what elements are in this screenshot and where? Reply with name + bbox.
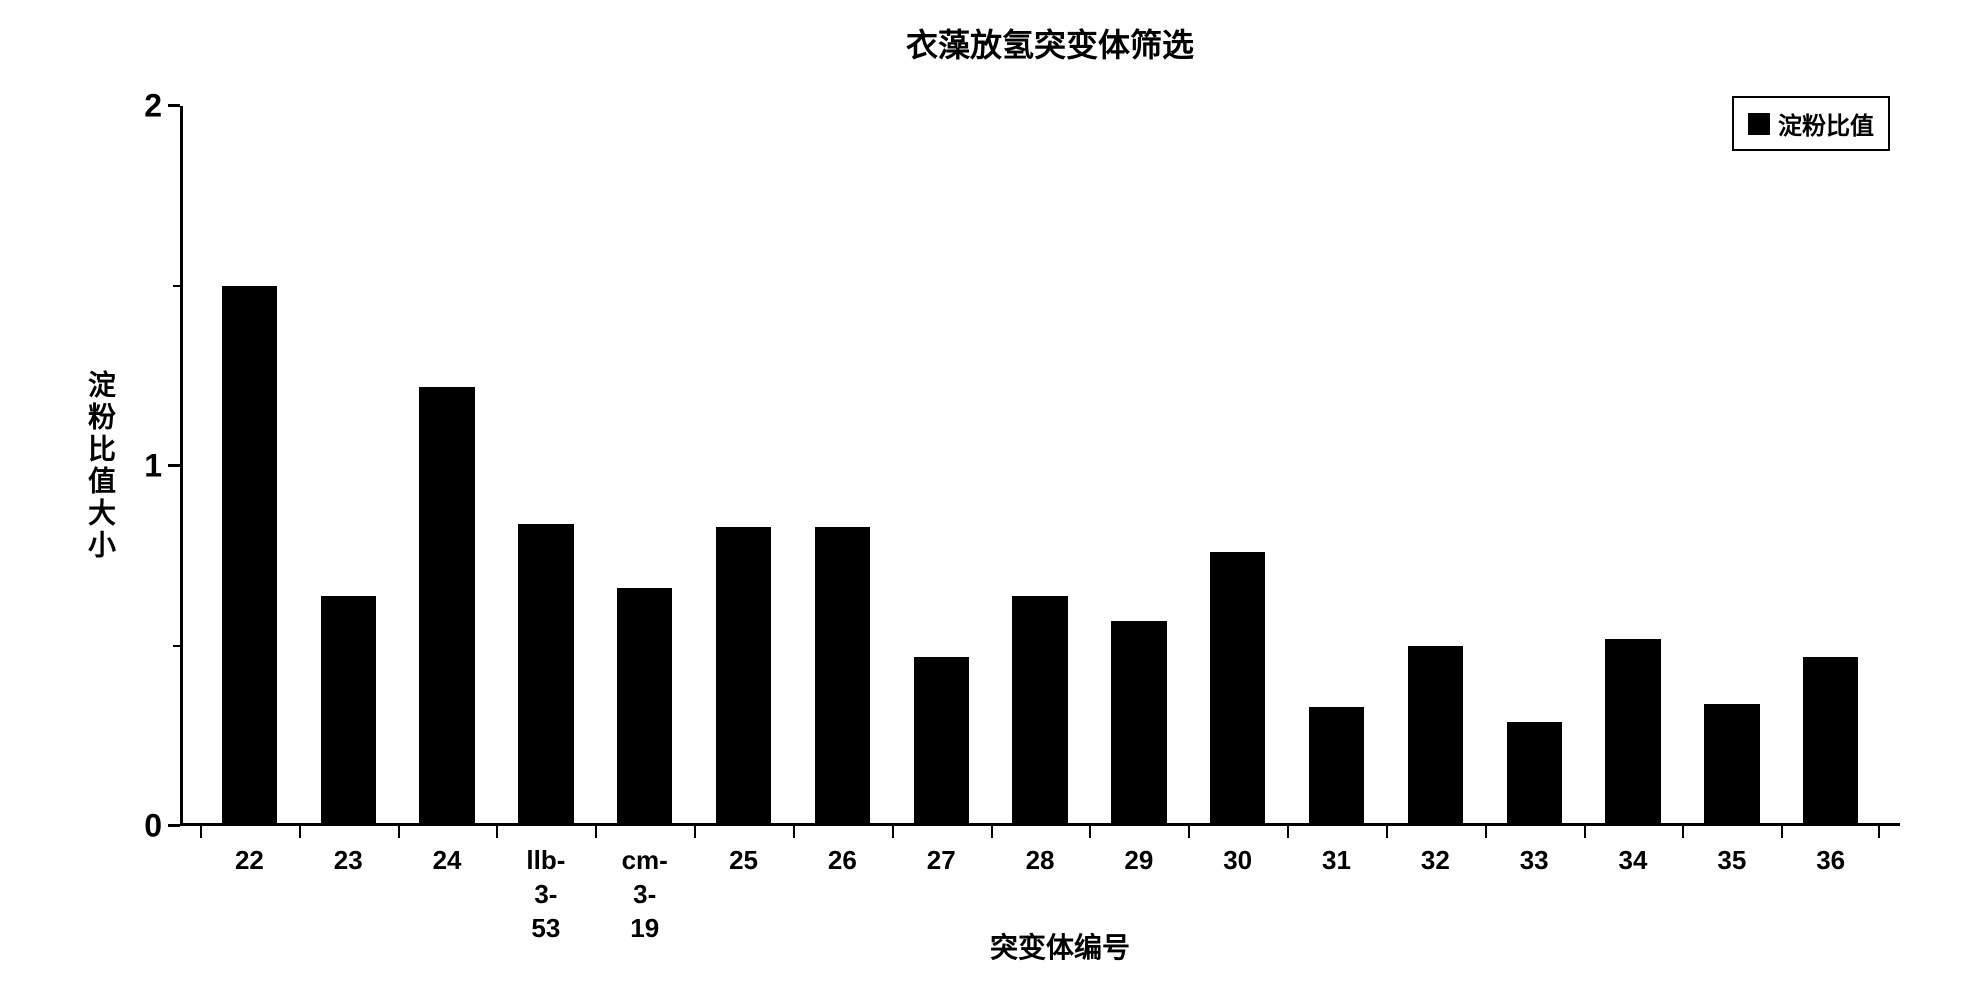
x-tick — [1386, 826, 1388, 838]
x-tick-label: 25 — [729, 844, 758, 878]
y-tick-label: 2 — [144, 88, 162, 125]
bar — [617, 588, 672, 826]
y-tick-label: 0 — [144, 808, 162, 845]
bar-slot: 22 — [200, 106, 299, 826]
x-tick-label: 31 — [1322, 844, 1351, 878]
bar — [518, 524, 573, 826]
x-tick-label: 34 — [1619, 844, 1648, 878]
y-tick — [168, 464, 180, 467]
bar — [321, 596, 376, 826]
bar — [1111, 621, 1166, 826]
x-tick — [991, 826, 993, 838]
bar — [419, 387, 474, 826]
bar-slot: 31 — [1287, 106, 1386, 826]
y-tick — [168, 104, 180, 107]
bar — [914, 657, 969, 826]
bar-slot: 27 — [892, 106, 991, 826]
bar-slot: 30 — [1188, 106, 1287, 826]
y-tick-minor — [173, 285, 180, 287]
bar-slot: llb- 3-53 — [496, 106, 595, 826]
x-tick-label: 27 — [927, 844, 956, 878]
bar-slot: 24 — [398, 106, 497, 826]
bars-container: 222324llb- 3-53cm- 3-1925262728293031323… — [180, 106, 1900, 826]
x-tick — [398, 826, 400, 838]
y-axis-title: 淀粉比值大小 — [80, 370, 120, 562]
x-tick-label: 33 — [1520, 844, 1549, 878]
x-tick — [1781, 826, 1783, 838]
bar — [1210, 552, 1265, 826]
x-tick — [1188, 826, 1190, 838]
bar-slot: 32 — [1386, 106, 1485, 826]
bar-slot: 28 — [991, 106, 1090, 826]
bar — [1012, 596, 1067, 826]
x-tick-label: 22 — [235, 844, 264, 878]
bar — [716, 527, 771, 826]
bar-slot: 23 — [299, 106, 398, 826]
bar — [815, 527, 870, 826]
x-tick — [1089, 826, 1091, 838]
chart-container: 衣藻放氢突变体筛选 淀粉比值 淀粉比值大小 012 222324llb- 3-5… — [60, 20, 1940, 980]
chart-title: 衣藻放氢突变体筛选 — [160, 20, 1940, 66]
bar-slot: cm- 3-19 — [595, 106, 694, 826]
x-tick — [793, 826, 795, 838]
bar — [1803, 657, 1858, 826]
x-axis-title: 突变体编号 — [180, 926, 1940, 966]
x-tick — [892, 826, 894, 838]
bar-slot: 29 — [1089, 106, 1188, 826]
x-tick-label: 29 — [1124, 844, 1153, 878]
bar — [1507, 722, 1562, 826]
x-tick-label: 35 — [1717, 844, 1746, 878]
x-tick — [1485, 826, 1487, 838]
x-tick — [1287, 826, 1289, 838]
x-tick — [595, 826, 597, 838]
y-tick-label: 1 — [144, 448, 162, 485]
bar-slot: 36 — [1781, 106, 1880, 826]
x-tick-label: 32 — [1421, 844, 1450, 878]
x-tick — [1878, 826, 1880, 838]
x-tick-label: 36 — [1816, 844, 1845, 878]
bar-slot: 33 — [1485, 106, 1584, 826]
plot-area: 淀粉比值 淀粉比值大小 012 222324llb- 3-53cm- 3-192… — [180, 106, 1900, 826]
y-tick — [168, 824, 180, 827]
x-tick-label: 28 — [1026, 844, 1055, 878]
x-tick — [200, 826, 202, 838]
bar-slot: 26 — [793, 106, 892, 826]
x-tick — [299, 826, 301, 838]
x-tick — [1584, 826, 1586, 838]
bar-slot: 34 — [1584, 106, 1683, 826]
x-tick-label: 24 — [433, 844, 462, 878]
x-tick — [1682, 826, 1684, 838]
x-tick-label: 26 — [828, 844, 857, 878]
bar-slot: 25 — [694, 106, 793, 826]
x-tick-label: llb- 3-53 — [521, 844, 570, 945]
x-tick-label: cm- 3-19 — [620, 844, 669, 945]
bar — [1309, 707, 1364, 826]
y-tick-minor — [173, 645, 180, 647]
x-tick-label: 30 — [1223, 844, 1252, 878]
x-tick — [694, 826, 696, 838]
bar — [1704, 704, 1759, 826]
bar — [1605, 639, 1660, 826]
x-tick — [496, 826, 498, 838]
bar — [1408, 646, 1463, 826]
bar-slot: 35 — [1682, 106, 1781, 826]
bar — [222, 286, 277, 826]
x-tick-label: 23 — [334, 844, 363, 878]
